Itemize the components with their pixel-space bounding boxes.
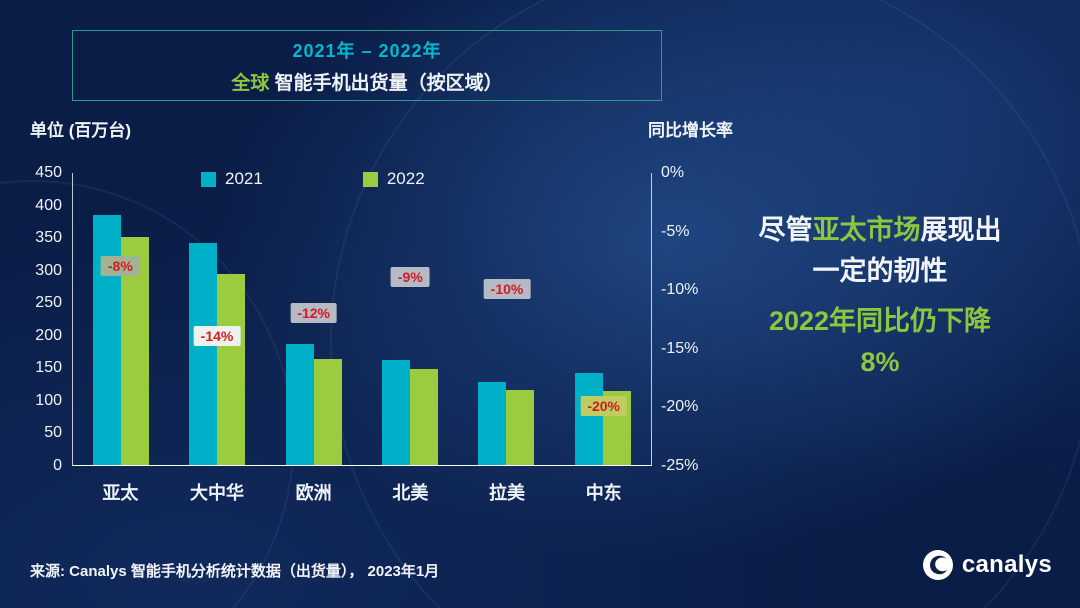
right-axis-tick: -10%: [661, 281, 699, 299]
annotation-line-4: 8%: [860, 346, 900, 377]
canalys-logo: canalys: [922, 550, 1052, 580]
bar-group-大中华: [169, 173, 265, 465]
annotation-text-suffix: 展现出: [920, 215, 1002, 245]
bars-container: [73, 173, 651, 465]
left-axis-tick: 200: [35, 326, 62, 344]
bar-2021-中东: [574, 372, 603, 465]
canalys-logo-text: canalys: [961, 551, 1052, 578]
title-years: 2021年 – 2022年: [292, 40, 442, 61]
title-main: 全球 智能手机出货量（按区域）: [231, 68, 502, 95]
category-label-中东: 中东: [585, 483, 622, 503]
legend-label: 2021: [225, 169, 263, 188]
bar-2022-拉美: [506, 390, 535, 465]
annotation-line-2: 一定的韧性: [812, 255, 948, 286]
right-axis-tick: -15%: [661, 339, 699, 357]
legend-label: 2022: [386, 169, 425, 188]
bar-group-拉美: [458, 173, 554, 465]
source-note: 来源: Canalys 智能手机分析统计数据（出货量）， 2023年1月: [30, 563, 440, 580]
category-label-亚太: 亚太: [102, 483, 139, 503]
left-axis-tick: 150: [35, 359, 62, 377]
category-label-大中华: 大中华: [190, 483, 244, 503]
bar-2021-北美: [382, 359, 411, 465]
plot-area: 2021 2022: [72, 169, 652, 466]
bar-group-中东: [555, 173, 651, 465]
left-axis-tick: 300: [35, 261, 62, 279]
left-axis-tick: 0: [53, 457, 62, 474]
legend-swatch: [201, 171, 216, 187]
left-axis-tick: 250: [35, 294, 62, 312]
category-labels: 亚太 大中华 欧洲 北美 拉美 中东: [72, 479, 652, 505]
right-axis-tick: -25%: [661, 457, 699, 474]
annotation-line-1: 尽管亚太市场展现出: [694, 210, 1066, 251]
bar-2021-大中华: [189, 243, 218, 465]
growth-badge-中东: -20%: [580, 396, 627, 417]
bar-2021-亚太: [93, 215, 122, 465]
bar-2022-北美: [410, 368, 439, 465]
title-rest: 智能手机出货量（按区域）: [269, 72, 503, 94]
left-axis-tick: 350: [35, 229, 62, 247]
left-axis-title: 单位 (百万台): [30, 121, 132, 140]
annotation: 尽管亚太市场展现出 一定的韧性 2022年同比仍下降 8%: [694, 210, 1066, 382]
right-axis-tick: -5%: [661, 222, 690, 240]
bar-group-亚太: [73, 173, 169, 465]
legend-swatch: [362, 171, 378, 187]
left-axis-tick: 100: [35, 391, 62, 409]
bar-2021-欧洲: [285, 344, 314, 465]
category-label-拉美: 拉美: [489, 483, 526, 503]
title-scope: 全球: [231, 72, 270, 94]
bar-2021-拉美: [478, 381, 507, 465]
category-label-欧洲: 欧洲: [295, 483, 332, 503]
legend-item-2021: 2021: [201, 169, 263, 189]
left-axis-tick: 50: [44, 424, 62, 442]
title-box: 2021年 – 2022年 全球 智能手机出货量（按区域）: [72, 30, 662, 101]
growth-badge-亚太: -8%: [100, 255, 140, 276]
annotation-text-prefix: 尽管: [758, 215, 813, 245]
bar-group-欧洲: [266, 173, 362, 465]
left-axis-tick: 450: [35, 164, 62, 181]
growth-badge-欧洲: -12%: [290, 302, 337, 323]
canalys-logo-mark: [922, 550, 953, 580]
growth-badge-北美: -9%: [390, 267, 430, 288]
right-axis-tick: 0%: [661, 164, 685, 181]
bar-group-北美: [362, 173, 458, 465]
right-axis-tick: -20%: [661, 398, 699, 416]
annotation-highlight: 亚太市场: [812, 215, 921, 245]
bar-2022-欧洲: [313, 359, 342, 465]
annotation-line-3: 2022年同比仍下降: [768, 306, 992, 336]
growth-badge-大中华: -14%: [193, 326, 241, 347]
legend-item-2022: 2022: [362, 169, 425, 189]
left-axis-tick: 400: [35, 196, 62, 214]
right-axis-title: 同比增长率: [648, 121, 733, 140]
bar-2022-大中华: [217, 273, 246, 465]
growth-badge-拉美: -10%: [483, 279, 531, 300]
legend: 2021 2022: [201, 169, 425, 189]
category-label-北美: 北美: [392, 483, 429, 503]
